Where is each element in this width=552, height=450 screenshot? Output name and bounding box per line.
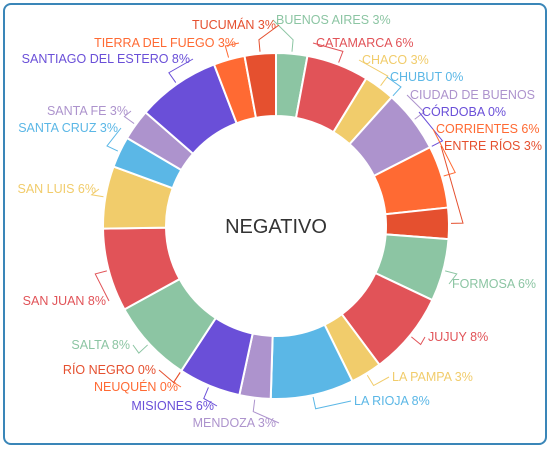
- slice-label-chaco: CHACO 3%: [362, 53, 429, 67]
- leader-line-cordoba: [418, 111, 444, 147]
- leader-line-chaco: [358, 59, 389, 86]
- slice-label-neuquen: NEUQUÉN 0%: [94, 379, 178, 394]
- leader-line-entre-rios: [440, 145, 464, 224]
- slice-label-buenos-aires: BUENOS AIRES 3%: [276, 13, 391, 27]
- slice-label-salta: SALTA 8%: [71, 338, 130, 352]
- leader-line-santa-fe: [123, 110, 135, 124]
- leader-line-la-pampa: [366, 375, 390, 387]
- leader-line-salta: [132, 344, 148, 354]
- slice-label-cordoba: CÓRDOBA 0%: [422, 104, 506, 119]
- leader-line-santa-cruz: [106, 127, 122, 152]
- leader-line-san-juan: [94, 270, 110, 302]
- slice-labels: BUENOS AIRES 3% CATAMARCA 6% CHACO 3% CHUBU…: [17, 13, 541, 430]
- leader-line-san-luis: [90, 188, 104, 198]
- slice-label-mendoza: MENDOZA 3%: [193, 416, 276, 430]
- leader-line-chubut: [386, 76, 402, 97]
- leader-line-tierra-del-fuego: [224, 42, 240, 58]
- slice-label-rio-negro: RÍO NEGRO 0%: [63, 362, 156, 377]
- slice-label-santa-fe: SANTA FE 3%: [47, 104, 128, 118]
- leader-line-buenos-aires: [272, 19, 294, 52]
- slice-label-entre-rios: ENTRE RÍOS 3%: [444, 138, 542, 153]
- slice-label-formosa: FORMOSA 6%: [452, 277, 536, 291]
- slice-label-chubut: CHUBUT 0%: [390, 70, 463, 84]
- slice-label-la-pampa: LA PAMPA 3%: [392, 370, 473, 384]
- slice-label-tucuman: TUCUMÁN 3%: [192, 17, 276, 32]
- slice-label-ciudad-de-buenos: CIUDAD DE BUENOS: [410, 88, 535, 102]
- slice-label-tierra-del-fuego: TIERRA DEL FUEGO 3%: [94, 36, 236, 50]
- slice-label-san-juan: SAN JUAN 8%: [23, 294, 106, 308]
- leader-line-ciudad-de-buenos: [406, 94, 425, 120]
- leader-line-jujuy: [411, 336, 426, 346]
- leader-line-tucuman: [258, 24, 280, 52]
- center-label: NEGATIVO: [225, 216, 327, 238]
- leader-line-misiones: [203, 387, 218, 407]
- slices: [102, 51, 450, 400]
- slice-label-san-luis: SAN LUIS 6%: [17, 182, 96, 196]
- slice-label-misiones: MISIONES 6%: [131, 399, 214, 413]
- slice-label-santa-cruz: SANTA CRUZ 3%: [18, 121, 118, 135]
- leader-line-formosa: [445, 270, 458, 285]
- slice-label-santiago-del-estero: SANTIAGO DEL ESTERO 8%: [22, 52, 190, 66]
- slice-label-catamarca: CATAMARCA 6%: [316, 36, 413, 50]
- leader-line-rio-negro: [158, 369, 181, 384]
- leader-line-santiago-del-estero: [168, 58, 194, 83]
- slice-label-corrientes: CORRIENTES 6%: [436, 122, 540, 136]
- slice-label-jujuy: JUJUY 8%: [428, 330, 488, 344]
- leader-line-catamarca: [312, 42, 344, 63]
- slice-label-la-rioja: LA RIOJA 8%: [354, 394, 430, 408]
- slice-tucuman[interactable]: [243, 51, 277, 120]
- leader-line-mendoza: [252, 399, 280, 424]
- leader-line-corrientes: [432, 128, 456, 177]
- leader-line-la-rioja: [312, 396, 352, 410]
- leader-lines: [90, 19, 464, 424]
